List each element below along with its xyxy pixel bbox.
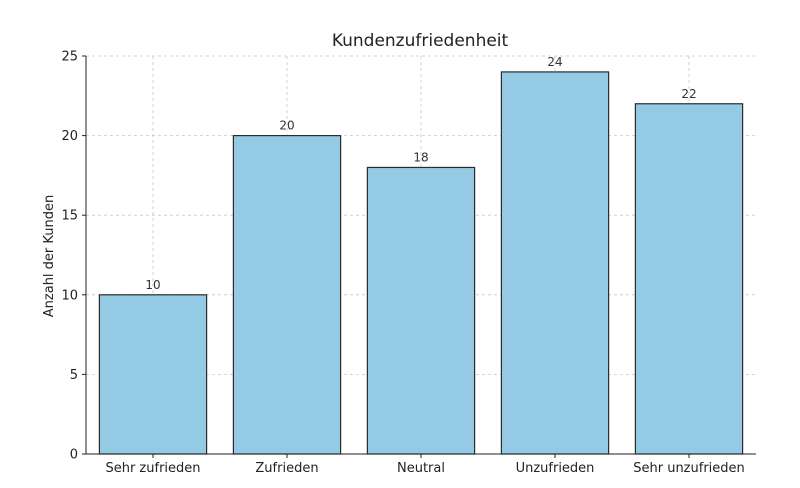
bar-value-label: 10	[145, 278, 160, 292]
bar-value-label: 24	[547, 55, 562, 69]
chart-title: Kundenzufriedenheit	[332, 31, 509, 51]
bar	[634, 103, 744, 455]
bar	[98, 294, 208, 455]
x-tick-label: Unzufrieden	[516, 461, 595, 476]
bar-value-label: 20	[279, 119, 294, 133]
y-tick-label: 15	[61, 209, 78, 224]
bar	[366, 166, 476, 455]
x-tick-label: Zufrieden	[255, 461, 318, 476]
bar	[500, 71, 610, 455]
y-tick-label: 5	[70, 368, 78, 383]
y-tick-label: 20	[61, 129, 78, 144]
y-tick-label: 10	[61, 288, 78, 303]
y-axis-label: Anzahl der Kunden	[42, 195, 57, 317]
bar	[232, 135, 342, 455]
y-tick-label: 25	[61, 50, 78, 65]
bars	[98, 71, 744, 455]
x-tick-label: Sehr zufrieden	[105, 461, 200, 476]
axes	[82, 55, 756, 458]
bar-value-label: 18	[413, 150, 428, 164]
y-tick-label: 0	[70, 448, 78, 463]
bar-value-label: 22	[681, 87, 696, 101]
labels: 10 Sehr zufrieden 20 Zufrieden 18 Neutral 24 Un…	[61, 50, 744, 477]
x-tick-label: Sehr unzufrieden	[633, 461, 745, 476]
x-tick-label: Neutral	[397, 461, 445, 476]
